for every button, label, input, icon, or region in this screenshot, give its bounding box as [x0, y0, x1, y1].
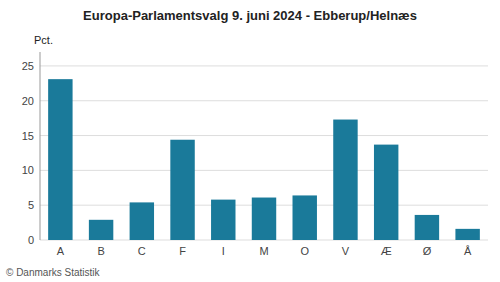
y-tick-label: 25 — [22, 60, 34, 72]
title: Europa-Parlamentsvalg 9. juni 2024 - Ebb… — [83, 8, 417, 23]
x-tick-label: Å — [464, 245, 472, 257]
y-tick-label: 0 — [28, 234, 34, 246]
grid-line — [40, 65, 488, 66]
bar — [455, 229, 479, 240]
footer: © Danmarks Statistik — [6, 267, 101, 278]
bar — [293, 195, 317, 240]
x-tick-label: Ø — [423, 245, 432, 257]
x-tick-label: C — [138, 245, 146, 257]
x-tick-label: M — [259, 245, 268, 257]
bar — [211, 200, 235, 240]
y-tick-label: 5 — [28, 199, 34, 211]
y-axis-line — [40, 52, 41, 240]
x-tick-label: V — [342, 245, 350, 257]
bar — [374, 145, 398, 240]
bar — [48, 79, 72, 240]
bar — [130, 202, 154, 240]
chart: Europa-Parlamentsvalg 9. juni 2024 - Ebb… — [0, 0, 500, 282]
bar — [415, 215, 439, 240]
x-tick-label: F — [179, 245, 186, 257]
grid-line — [40, 170, 488, 171]
x-tick-label: Æ — [381, 245, 392, 257]
y-axis: 0 5 10 15 20 25 — [22, 52, 40, 246]
y-tick-label: 10 — [22, 164, 34, 176]
x-tick-label: B — [97, 245, 104, 257]
x-tick-label: A — [57, 245, 65, 257]
x-tick-label: I — [222, 245, 225, 257]
grid — [40, 66, 488, 240]
x-tick-label: O — [300, 245, 309, 257]
chart-container: Europa-Parlamentsvalg 9. juni 2024 - Ebb… — [0, 0, 500, 282]
y-axis-label: Pct. — [34, 34, 53, 46]
grid-line — [40, 135, 488, 136]
bar — [252, 198, 276, 240]
y-tick-label: 20 — [22, 95, 34, 107]
bar — [170, 140, 194, 240]
bar — [89, 220, 113, 240]
bar — [333, 120, 357, 240]
bars — [48, 79, 480, 240]
y-tick-label: 15 — [22, 130, 34, 142]
grid-line — [40, 100, 488, 101]
x-axis: ABCFIMOVÆØÅ — [57, 245, 472, 257]
